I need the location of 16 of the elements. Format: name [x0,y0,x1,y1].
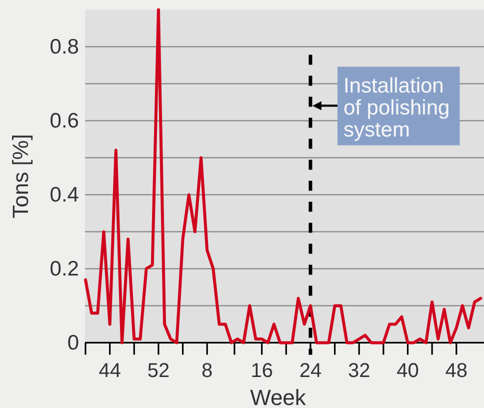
x-tick-label: 40 [396,360,419,382]
x-tick-label: 32 [348,360,370,382]
x-tick-label: 52 [147,360,170,382]
x-tick-label: 24 [299,360,322,382]
y-tick-label: 0.4 [50,183,80,206]
y-tick-label: 0 [67,331,79,354]
y-tick-label: 0.8 [50,35,79,58]
x-tick-label: 8 [202,360,213,382]
y-axis-title: Tons [%] [8,134,33,218]
ref-line-label: Installation of polishing system [343,74,450,142]
x-axis-title: Week [250,385,307,408]
x-tick-label: 44 [98,360,121,382]
y-tick-label: 0.6 [50,109,79,132]
x-tick-label: 16 [250,360,273,382]
x-tick-label: 48 [445,360,468,382]
y-tick-label: 0.2 [50,257,79,280]
